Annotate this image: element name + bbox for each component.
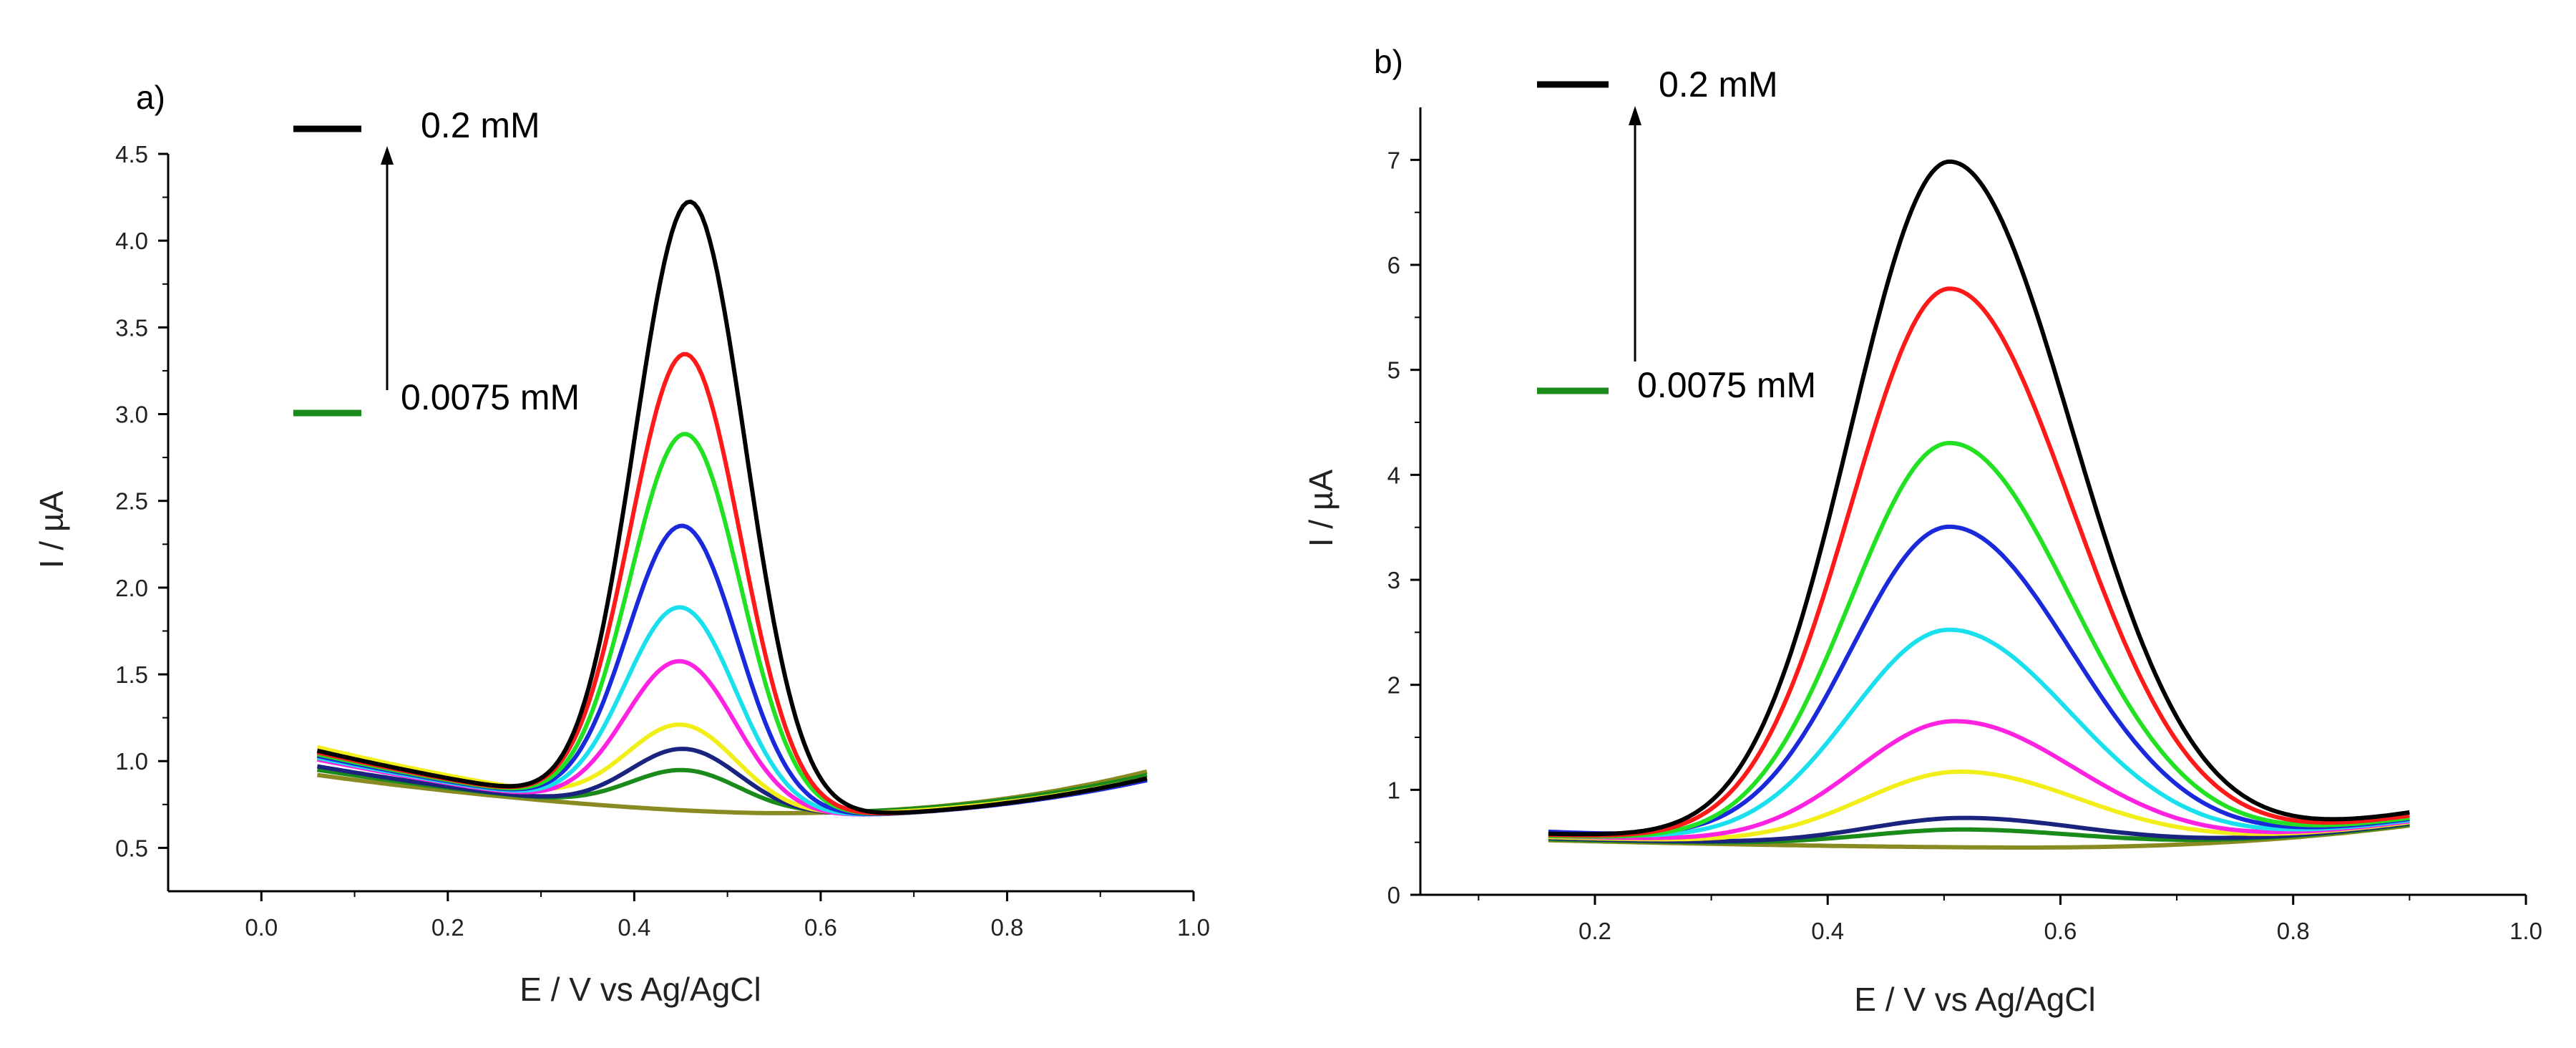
- panel-a-axes: 0.0 0.2 0.4 0.6 0.8 1.0 0.5 1.0 1.5 2.0 2.5 3.0 3.5 4…: [115, 141, 1210, 941]
- curve-0-2-mm: [316, 199, 1148, 815]
- y-tick-label: 6: [1387, 252, 1400, 278]
- curve-c5: [1548, 627, 2410, 838]
- legend-top-label: 0.2 mM: [1659, 64, 1778, 105]
- curve-c3: [1548, 440, 2410, 839]
- panel-b: b) 0.2 0.4 0.6 0.8 1.0 0 1 2 3 4 5 6 7 0.2 mM 0.0075…: [1302, 43, 2542, 1018]
- y-tick-label: 1: [1387, 777, 1400, 803]
- y-tick-label: 3.0: [115, 402, 148, 428]
- x-tick-label: 0.0: [245, 914, 278, 941]
- legend-top-label: 0.2 mM: [421, 105, 540, 145]
- trend-arrow-head: [1629, 106, 1641, 125]
- panel-a-legend: 0.2 mM 0.0075 mM: [293, 105, 580, 417]
- x-tick-label: 0.2: [431, 914, 464, 941]
- curve-c6: [1548, 719, 2410, 840]
- y-tick-label: 2.5: [115, 488, 148, 515]
- panel-a-xlabel: E / V vs Ag/AgCl: [519, 971, 761, 1008]
- x-tick-label: 0.2: [1579, 918, 1611, 944]
- y-tick-label: 4.0: [115, 228, 148, 254]
- curve-c4: [1548, 524, 2410, 836]
- panel-a-ylabel: I / µA: [33, 491, 70, 569]
- curve-0-2-mm: [1548, 159, 2410, 837]
- y-tick-label: 4: [1387, 462, 1400, 488]
- panel-b-label: b): [1374, 43, 1403, 80]
- curve-c2: [1548, 286, 2410, 838]
- panel-a-curves: [316, 199, 1148, 817]
- x-tick-label: 0.4: [618, 914, 650, 941]
- y-tick-label: 0.5: [115, 835, 148, 861]
- curve-c8: [1548, 815, 2410, 844]
- x-tick-label: 0.6: [2044, 918, 2077, 944]
- curve-c2: [316, 351, 1148, 816]
- x-tick-label: 1.0: [1177, 914, 1210, 941]
- x-tick-label: 0.4: [1811, 918, 1844, 944]
- y-tick-label: 7: [1387, 147, 1400, 173]
- panel-b-curves: [1548, 159, 2410, 850]
- trend-arrow-head: [381, 146, 394, 165]
- x-tick-label: 0.8: [991, 914, 1024, 941]
- panel-a-label: a): [136, 79, 165, 116]
- y-tick-label: 4.5: [115, 141, 148, 168]
- y-tick-label: 2: [1387, 672, 1400, 699]
- y-tick-label: 5: [1387, 357, 1400, 384]
- y-tick-label: 1.0: [115, 748, 148, 775]
- x-tick-label: 1.0: [2509, 918, 2542, 944]
- y-tick-label: 2.0: [115, 575, 148, 601]
- y-tick-label: 3: [1387, 567, 1400, 593]
- y-tick-label: 1.5: [115, 661, 148, 688]
- panel-b-legend: 0.2 mM 0.0075 mM: [1537, 64, 1816, 405]
- x-tick-label: 0.6: [804, 914, 837, 941]
- legend-bottom-label: 0.0075 mM: [401, 377, 580, 417]
- panel-a: a) 0.0 0.2 0.4 0.6 0.8 1.0 0.5 1.0 1.5 2.0 2.5 3.0 3…: [33, 79, 1210, 1008]
- panel-b-axes: 0.2 0.4 0.6 0.8 1.0 0 1 2 3 4 5 6 7: [1387, 107, 2542, 944]
- x-tick-label: 0.8: [2277, 918, 2310, 944]
- y-tick-label: 0: [1387, 882, 1400, 908]
- y-tick-label: 3.5: [115, 314, 148, 341]
- panel-b-ylabel: I / µA: [1302, 470, 1340, 548]
- panel-b-xlabel: E / V vs Ag/AgCl: [1854, 981, 2095, 1018]
- legend-bottom-label: 0.0075 mM: [1637, 365, 1816, 405]
